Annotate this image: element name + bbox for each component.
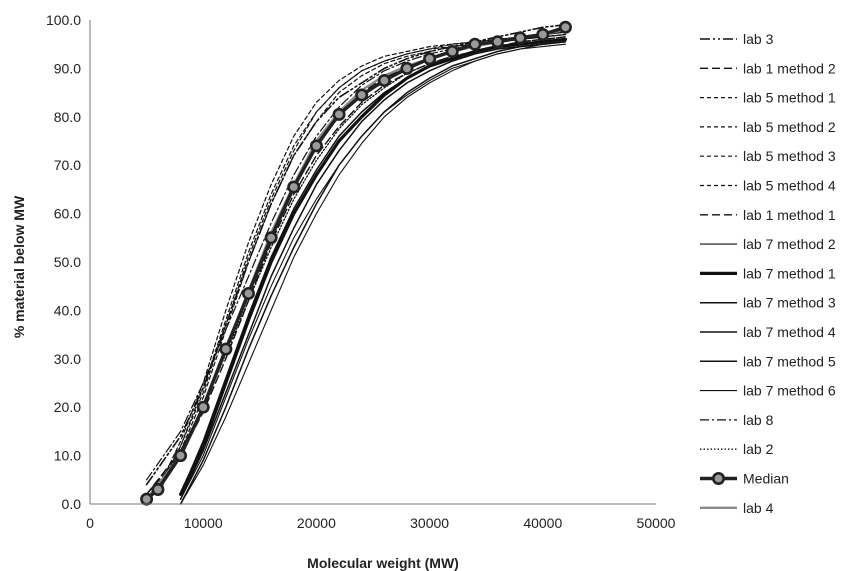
y-tick-label: 0.0: [62, 496, 82, 512]
plot-lines: [140, 20, 572, 506]
median-point: [468, 37, 482, 51]
legend: lab 3 lab 1 method 2 lab 5 method 1 lab 5 m…: [700, 31, 836, 516]
legend-label-lab-5-method-3: lab 5 method 3: [743, 148, 836, 164]
tick-labels: 0.0 10.0 20.0 30.0 40.0 50.0 60.0 70.0 80.0 90.0 1…: [46, 12, 676, 531]
y-tick-label: 50.0: [54, 254, 81, 270]
median-point: [287, 180, 301, 194]
series-line-lab-5-method-4: [157, 33, 567, 495]
median-point: [219, 342, 233, 356]
series-line-lab-7-method-1: [179, 37, 568, 496]
legend-label-lab-1-method-1: lab 1 method 1: [743, 207, 836, 223]
legend-label-lab-1-method-2: lab 1 method 2: [743, 60, 836, 76]
y-tick-label: 60.0: [54, 206, 81, 222]
series-line-lab-5-method-3: [157, 33, 567, 495]
median-point: [513, 31, 527, 45]
series-line-lab-7-method-4: [179, 41, 567, 500]
median-point: [355, 88, 369, 102]
legend-label-lab-4: lab 4: [743, 500, 774, 516]
legend-label-lab-7-method-4: lab 7 method 4: [743, 324, 836, 340]
legend-label-lab-7-method-6: lab 7 method 6: [743, 383, 836, 399]
series-line-lab-7-method-6: [180, 41, 566, 505]
y-tick-label: 90.0: [54, 60, 81, 76]
series-line-lab-7-method-5: [179, 41, 567, 505]
x-tick-label: 10000: [184, 515, 223, 531]
median-point: [174, 449, 188, 463]
y-tick-label: 70.0: [54, 157, 81, 173]
x-tick-label: 40000: [523, 515, 562, 531]
median-point: [423, 52, 437, 66]
y-tick-label: 100.0: [46, 12, 81, 28]
legend-label-median: Median: [743, 471, 789, 487]
median-point: [445, 44, 459, 58]
legend-label-lab-5-method-1: lab 5 method 1: [743, 90, 836, 106]
median-point: [377, 74, 391, 88]
median-point: [151, 482, 165, 496]
legend-label-lab-7-method-2: lab 7 method 2: [743, 236, 836, 252]
legend-label-lab-8: lab 8: [743, 412, 774, 428]
median-point: [536, 28, 550, 42]
median-point: [491, 35, 505, 49]
legend-label-lab-7-method-1: lab 7 method 1: [743, 265, 836, 281]
median-point: [264, 231, 278, 245]
x-tick-label: 0: [86, 515, 94, 531]
median-point: [140, 492, 154, 506]
x-tick-label: 50000: [637, 515, 676, 531]
axes: [89, 20, 656, 505]
legend-median-marker: [711, 471, 725, 485]
x-tick-label: 20000: [297, 515, 336, 531]
median-point: [309, 139, 323, 153]
legend-label-lab-5-method-2: lab 5 method 2: [743, 119, 836, 135]
y-axis-title: % material below MW: [11, 195, 27, 338]
legend-label-lab-3: lab 3: [743, 31, 774, 47]
y-tick-label: 30.0: [54, 351, 81, 367]
x-tick-label: 30000: [410, 515, 449, 531]
y-tick-label: 10.0: [54, 448, 81, 464]
median-point: [241, 286, 255, 300]
y-tick-label: 20.0: [54, 399, 81, 415]
median-point: [558, 20, 572, 34]
legend-label-lab-7-method-3: lab 7 method 3: [743, 295, 836, 311]
x-axis-title: Molecular weight (MW): [307, 555, 459, 571]
median-point: [332, 107, 346, 121]
legend-label-lab-5-method-4: lab 5 method 4: [743, 178, 836, 194]
median-point: [196, 400, 210, 414]
legend-label-lab-2: lab 2: [743, 441, 774, 457]
y-tick-label: 40.0: [54, 302, 81, 318]
y-tick-label: 80.0: [54, 109, 81, 125]
median-point: [400, 61, 414, 75]
legend-label-lab-7-method-5: lab 7 method 5: [743, 353, 836, 369]
